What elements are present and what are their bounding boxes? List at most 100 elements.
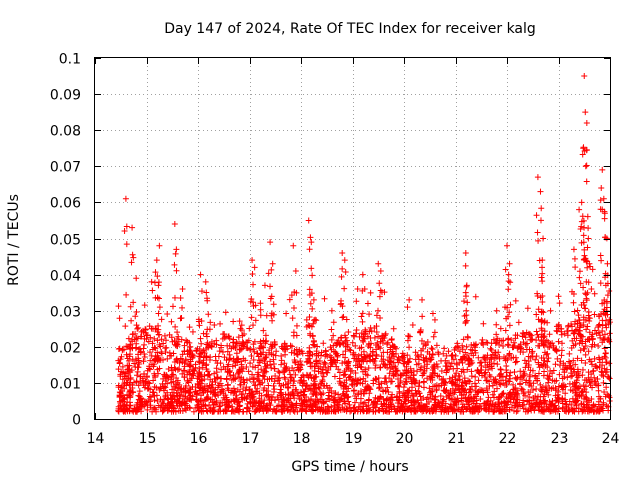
data-point (118, 383, 125, 390)
data-point (359, 310, 366, 317)
data-point (187, 353, 194, 360)
data-point (342, 268, 349, 275)
data-point (173, 246, 180, 253)
data-point (431, 329, 438, 336)
data-point (226, 402, 233, 409)
data-point (306, 313, 313, 320)
data-point (586, 379, 593, 386)
data-point (155, 322, 162, 329)
data-point (535, 393, 542, 400)
data-point (320, 399, 327, 406)
data-point (134, 372, 141, 379)
data-point (385, 389, 392, 396)
data-point (380, 349, 387, 356)
data-point (341, 398, 348, 405)
data-point (459, 346, 466, 353)
data-point (124, 379, 131, 386)
data-point (271, 365, 278, 372)
data-point (428, 345, 435, 352)
data-point (368, 328, 375, 335)
data-point (254, 350, 261, 357)
data-point (222, 407, 229, 414)
data-point (366, 390, 373, 397)
data-point (230, 408, 237, 415)
data-point (358, 364, 365, 371)
data-point (173, 267, 180, 274)
data-point (249, 299, 256, 306)
data-point (151, 356, 158, 363)
data-point (339, 249, 346, 256)
data-point (559, 384, 566, 391)
data-point (545, 376, 552, 383)
data-point (352, 393, 359, 400)
data-point (462, 262, 469, 269)
data-point (538, 205, 545, 212)
data-point (119, 398, 126, 405)
data-point (253, 399, 260, 406)
data-point (583, 119, 590, 126)
data-point (547, 408, 554, 415)
data-point (580, 217, 587, 224)
data-point (151, 372, 158, 379)
data-point (504, 313, 511, 320)
data-point (234, 359, 241, 366)
data-point (544, 364, 551, 371)
data-point (122, 323, 129, 330)
data-point (392, 363, 399, 370)
data-point (287, 342, 294, 349)
data-point (230, 385, 237, 392)
data-point (450, 390, 457, 397)
y-tick-label: 0.07 (50, 160, 81, 176)
x-tick-label: 16 (190, 431, 208, 447)
data-point (465, 399, 472, 406)
data-point (272, 407, 279, 414)
data-point (282, 381, 289, 388)
data-point (204, 297, 211, 304)
data-point (294, 351, 301, 358)
data-point (606, 338, 613, 345)
data-point (495, 349, 502, 356)
data-point (232, 344, 239, 351)
data-point (406, 344, 413, 351)
data-point (281, 341, 288, 348)
y-tick-label: 0.02 (50, 341, 81, 357)
data-point (276, 369, 283, 376)
data-point (549, 398, 556, 405)
data-point (328, 307, 335, 314)
data-point (359, 287, 366, 294)
data-point (572, 389, 579, 396)
data-point (403, 394, 410, 401)
data-point (513, 358, 520, 365)
data-point (324, 408, 331, 415)
data-point (225, 333, 232, 340)
data-point (579, 213, 586, 220)
data-point (159, 399, 166, 406)
data-point (488, 346, 495, 353)
data-point (168, 402, 175, 409)
data-point (478, 387, 485, 394)
data-point (259, 379, 266, 386)
data-point (196, 346, 203, 353)
data-point (148, 394, 155, 401)
data-point (144, 385, 151, 392)
data-point (382, 330, 389, 337)
data-point (461, 375, 468, 382)
data-point (184, 377, 191, 384)
data-point (591, 374, 598, 381)
data-point (299, 382, 306, 389)
data-point (292, 404, 299, 411)
data-point (568, 401, 575, 408)
data-point (244, 393, 251, 400)
data-point (407, 374, 414, 381)
data-point (299, 350, 306, 357)
data-point (335, 391, 342, 398)
data-point (380, 408, 387, 415)
data-point (372, 375, 379, 382)
data-point (367, 344, 374, 351)
data-point (522, 392, 529, 399)
data-point (211, 321, 218, 328)
data-point (572, 361, 579, 368)
data-point (203, 366, 210, 373)
data-point (604, 260, 611, 267)
data-point (293, 332, 300, 339)
